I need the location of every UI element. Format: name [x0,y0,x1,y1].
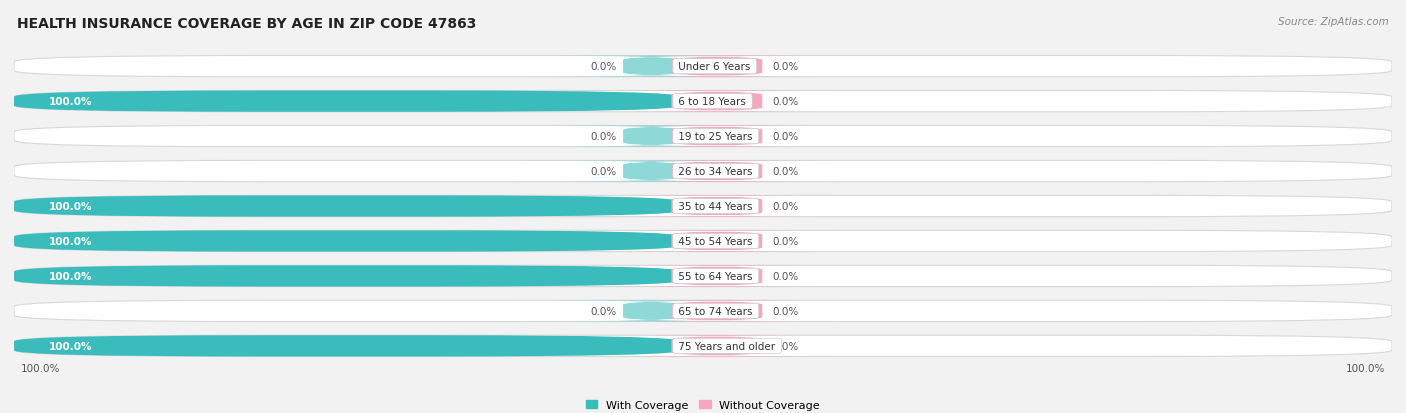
FancyBboxPatch shape [14,335,1392,357]
Text: 0.0%: 0.0% [772,306,799,316]
FancyBboxPatch shape [14,266,1392,287]
Text: 19 to 25 Years: 19 to 25 Years [675,132,756,142]
Text: 65 to 74 Years: 65 to 74 Years [675,306,756,316]
Text: 0.0%: 0.0% [772,97,799,107]
FancyBboxPatch shape [598,126,837,147]
FancyBboxPatch shape [14,91,682,112]
FancyBboxPatch shape [14,231,1392,252]
Text: 0.0%: 0.0% [772,132,799,142]
FancyBboxPatch shape [515,301,789,322]
FancyBboxPatch shape [598,266,837,287]
Text: 0.0%: 0.0% [772,166,799,177]
FancyBboxPatch shape [14,266,682,287]
Text: 100.0%: 100.0% [1346,363,1385,373]
Text: 0.0%: 0.0% [591,62,616,72]
Text: 75 Years and older: 75 Years and older [675,341,779,351]
Text: 0.0%: 0.0% [591,306,616,316]
FancyBboxPatch shape [14,196,1392,217]
FancyBboxPatch shape [598,301,837,322]
Text: 0.0%: 0.0% [772,236,799,247]
FancyBboxPatch shape [14,56,1392,78]
Text: 0.0%: 0.0% [591,132,616,142]
Text: 100.0%: 100.0% [48,97,91,107]
Text: Under 6 Years: Under 6 Years [675,62,754,72]
Text: 0.0%: 0.0% [772,341,799,351]
FancyBboxPatch shape [14,196,682,217]
FancyBboxPatch shape [598,335,837,356]
FancyBboxPatch shape [515,161,789,182]
FancyBboxPatch shape [598,57,837,78]
Legend: With Coverage, Without Coverage: With Coverage, Without Coverage [582,395,824,413]
FancyBboxPatch shape [14,161,1392,182]
Text: 100.0%: 100.0% [48,341,91,351]
Text: 0.0%: 0.0% [591,166,616,177]
FancyBboxPatch shape [14,231,682,252]
FancyBboxPatch shape [515,57,789,78]
FancyBboxPatch shape [598,231,837,252]
Text: 6 to 18 Years: 6 to 18 Years [675,97,749,107]
Text: 100.0%: 100.0% [48,236,91,247]
Text: 100.0%: 100.0% [21,363,60,373]
Text: 55 to 64 Years: 55 to 64 Years [675,271,756,281]
Text: Source: ZipAtlas.com: Source: ZipAtlas.com [1278,17,1389,26]
FancyBboxPatch shape [14,301,1392,322]
FancyBboxPatch shape [14,335,682,357]
Text: 0.0%: 0.0% [772,62,799,72]
Text: 0.0%: 0.0% [772,202,799,211]
Text: 100.0%: 100.0% [48,271,91,281]
Text: HEALTH INSURANCE COVERAGE BY AGE IN ZIP CODE 47863: HEALTH INSURANCE COVERAGE BY AGE IN ZIP … [17,17,477,31]
FancyBboxPatch shape [598,196,837,217]
FancyBboxPatch shape [14,126,1392,147]
FancyBboxPatch shape [515,126,789,147]
FancyBboxPatch shape [14,91,1392,112]
Text: 26 to 34 Years: 26 to 34 Years [675,166,756,177]
Text: 100.0%: 100.0% [48,202,91,211]
Text: 0.0%: 0.0% [772,271,799,281]
FancyBboxPatch shape [598,161,837,182]
FancyBboxPatch shape [598,91,837,112]
Text: 45 to 54 Years: 45 to 54 Years [675,236,756,247]
Text: 35 to 44 Years: 35 to 44 Years [675,202,756,211]
